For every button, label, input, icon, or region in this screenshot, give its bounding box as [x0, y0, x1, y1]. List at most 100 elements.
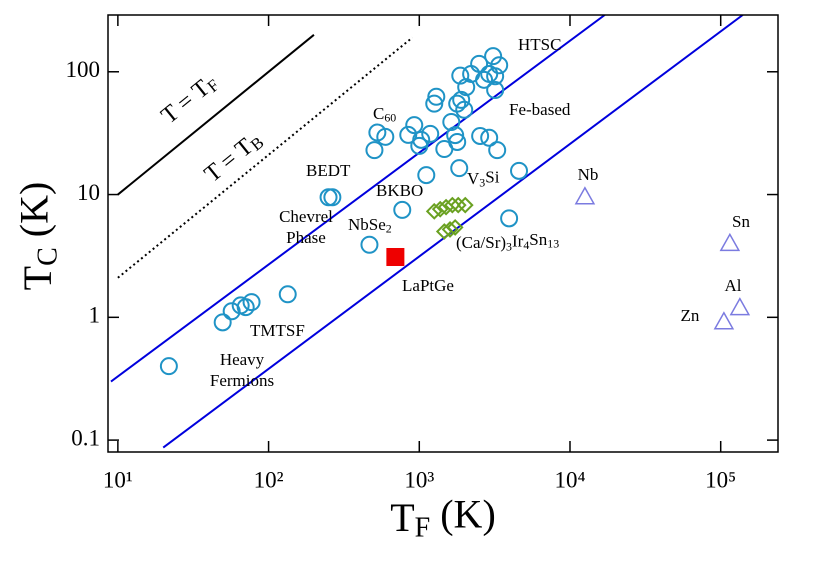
- data-point: [488, 141, 507, 160]
- annotation-part: 2: [386, 221, 392, 235]
- data-point: [393, 200, 412, 219]
- data-point: [323, 188, 342, 207]
- annotation-part: TMTSF: [250, 321, 305, 340]
- data-point: [729, 297, 751, 316]
- annotation-part: 13: [547, 236, 559, 250]
- data-point: [449, 196, 467, 214]
- annotation-part: Heavy: [220, 350, 265, 369]
- y-axis-label-part: (K): [12, 182, 57, 248]
- annotation-part: 60: [384, 110, 396, 124]
- x-tick-label: 10²: [254, 467, 284, 492]
- data-point: [484, 47, 503, 66]
- data-point: [486, 81, 505, 100]
- data-point: [365, 141, 384, 160]
- data-point: [386, 247, 405, 266]
- y-tick-label: 100: [66, 57, 101, 82]
- x-axis-label: TF (K): [390, 492, 496, 544]
- reference-line: [110, 15, 606, 383]
- data-point: [448, 132, 467, 151]
- annotation: Sn: [732, 212, 750, 231]
- reference-line: [117, 34, 315, 196]
- annotation-part: Phase: [286, 228, 326, 247]
- annotation: Fe-based: [509, 100, 571, 119]
- annotation-part: V: [467, 169, 480, 188]
- data-point: [443, 196, 461, 214]
- data-point: [242, 293, 261, 312]
- x-axis-label-part: T: [390, 495, 414, 540]
- annotation-part: BKBO: [376, 181, 423, 200]
- data-point: [399, 125, 418, 144]
- plot-frame: [107, 14, 779, 453]
- annotation-part: 4: [523, 238, 529, 252]
- data-point: [490, 56, 509, 75]
- data-point: [450, 159, 469, 178]
- annotation: Fermions: [210, 371, 274, 390]
- annotation-part: NbSe: [348, 215, 386, 234]
- data-point: [719, 232, 741, 252]
- data-point: [376, 127, 395, 146]
- data-point: [213, 313, 232, 332]
- data-point: [446, 218, 464, 236]
- annotation-part: Si: [485, 167, 499, 186]
- x-tick-label: 10¹: [103, 467, 133, 492]
- data-point: [510, 161, 529, 180]
- annotation: V3Si: [467, 167, 500, 189]
- data-point: [446, 126, 465, 145]
- data-point: [417, 166, 436, 185]
- annotation-part: Ir: [512, 231, 524, 250]
- annotation-part: 3: [479, 175, 485, 189]
- annotation: BEDT: [306, 161, 351, 180]
- annotation-part: (Ca/Sr): [456, 233, 506, 252]
- annotation: TMTSF: [250, 321, 305, 340]
- annotation: NbSe2: [348, 215, 392, 235]
- data-point: [425, 202, 443, 220]
- annotation-part: Fe-based: [509, 100, 571, 119]
- annotation: Phase: [286, 228, 326, 247]
- annotation-part: Sn: [732, 212, 750, 231]
- annotation-part: C: [373, 104, 384, 123]
- annotation: Chevrel: [279, 207, 333, 226]
- data-point: [278, 285, 297, 304]
- reference-line: [117, 36, 414, 279]
- data-point: [486, 67, 505, 86]
- annotation-part: BEDT: [306, 161, 351, 180]
- data-point: [421, 124, 440, 143]
- data-point: [452, 90, 471, 109]
- data-point: [431, 200, 449, 218]
- annotation-part: Nb: [578, 165, 599, 184]
- annotation: T = TB: [200, 126, 268, 188]
- data-point: [441, 221, 459, 238]
- annotation-part: LaPtGe: [402, 276, 454, 295]
- annotation-part: HTSC: [518, 35, 561, 54]
- data-point: [574, 186, 596, 205]
- data-point: [412, 130, 431, 149]
- data-point: [713, 311, 735, 330]
- data-point: [456, 196, 474, 214]
- x-tick-label: 10³: [404, 467, 434, 492]
- data-point: [475, 70, 494, 89]
- x-axis-label-part: F: [415, 513, 431, 544]
- data-point: [425, 94, 444, 113]
- data-point: [159, 357, 178, 376]
- data-point: [451, 66, 470, 85]
- y-tick-label: 10: [77, 180, 100, 205]
- data-point: [470, 54, 489, 73]
- annotation: Nb: [578, 165, 599, 184]
- y-tick-label: 1: [89, 303, 101, 328]
- data-point: [480, 128, 499, 147]
- data-point: [405, 116, 424, 135]
- annotation-part: Fermions: [210, 371, 274, 390]
- annotation-part: Zn: [681, 306, 700, 325]
- annotation-part: Al: [725, 276, 742, 295]
- data-point: [360, 235, 379, 254]
- data-point: [442, 112, 461, 131]
- y-tick-label: 0.1: [71, 425, 100, 450]
- data-point: [319, 188, 338, 207]
- y-axis-label-part: T: [15, 266, 60, 290]
- data-point: [500, 209, 519, 228]
- annotation: Heavy: [220, 350, 265, 369]
- data-point: [455, 100, 474, 119]
- annotation: Zn: [681, 306, 700, 325]
- y-axis-label: TC (K): [12, 182, 64, 291]
